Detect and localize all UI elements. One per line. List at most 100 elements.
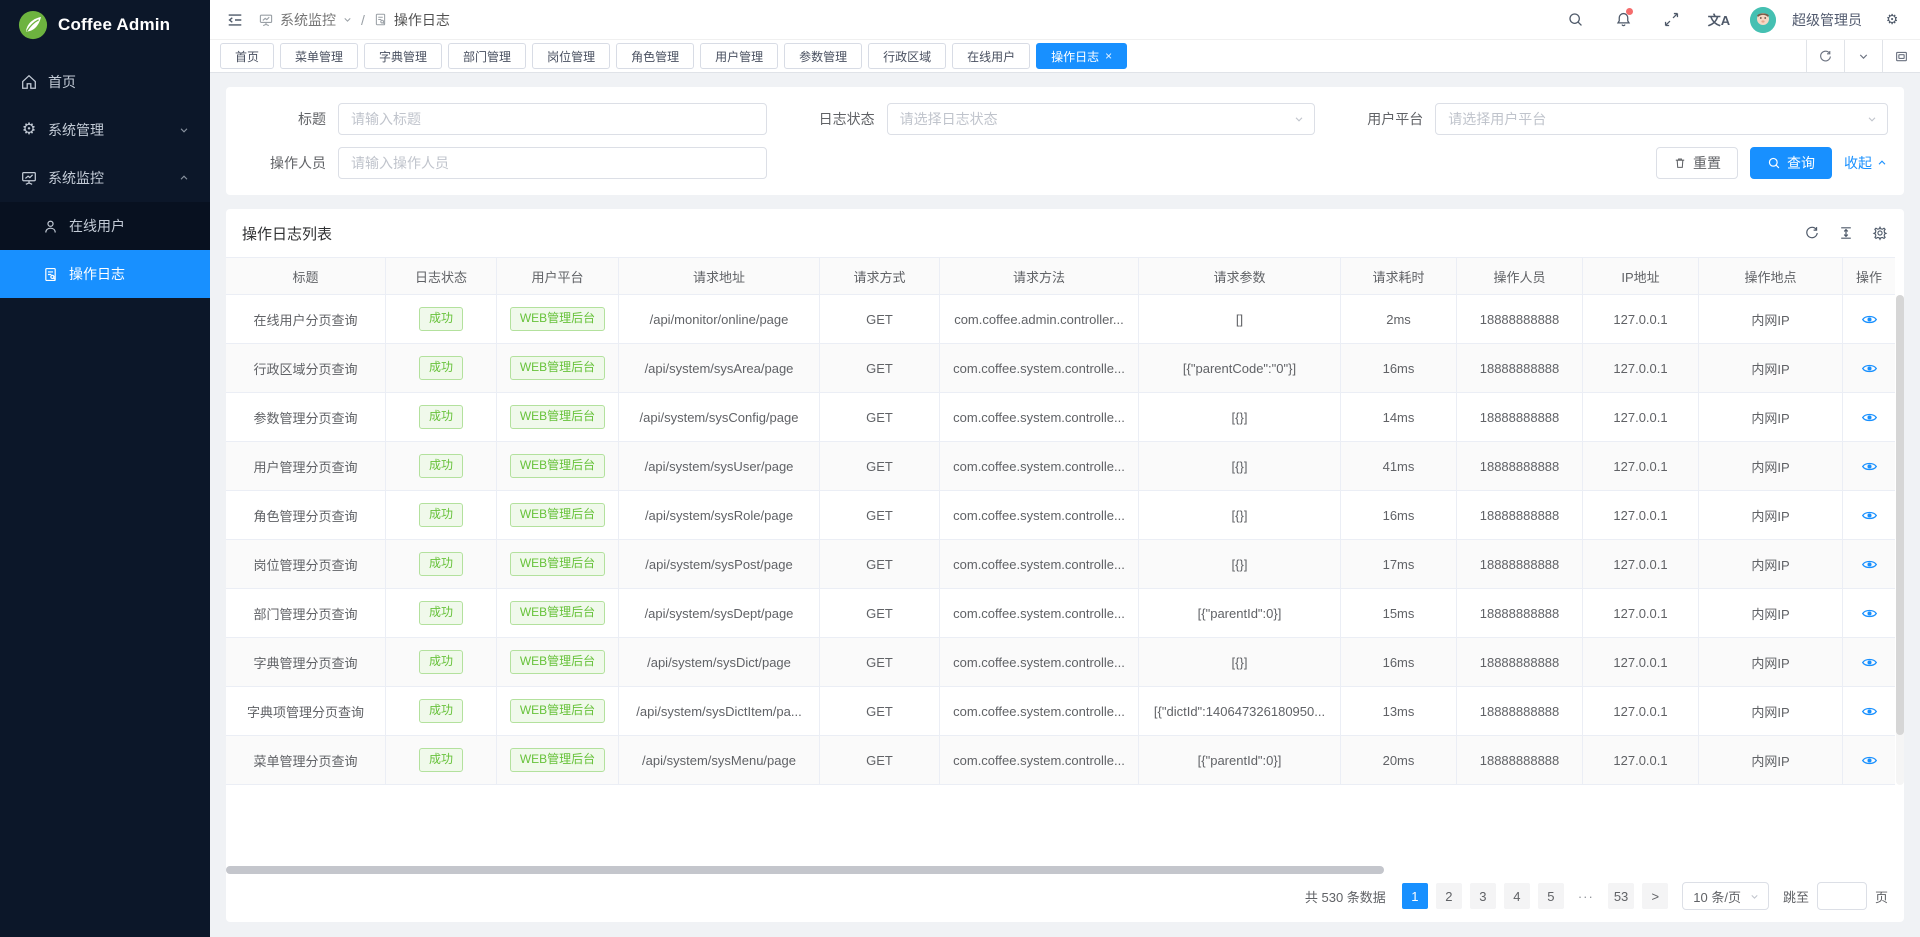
view-button[interactable] xyxy=(1843,344,1895,393)
search-button[interactable]: 查询 xyxy=(1750,147,1832,179)
tab-item[interactable]: 行政区域 xyxy=(868,43,947,69)
tab-item[interactable]: 菜单管理 xyxy=(280,43,359,69)
column-header-platform: 用户平台 xyxy=(497,257,619,295)
tab-item[interactable]: 用户管理 xyxy=(700,43,779,69)
sidebar-item-system-monitor[interactable]: 系统监控 xyxy=(0,154,210,202)
sidebar-submenu: 在线用户 操作日志 xyxy=(0,202,210,298)
page-button-5[interactable]: 5 xyxy=(1537,883,1564,909)
maximize-icon[interactable] xyxy=(1882,40,1920,72)
reset-button[interactable]: 重置 xyxy=(1656,147,1738,179)
view-button[interactable] xyxy=(1843,540,1895,589)
view-button[interactable] xyxy=(1843,736,1895,785)
bell-icon[interactable] xyxy=(1606,0,1640,40)
sidebar-item-system-management[interactable]: ⚙ 系统管理 xyxy=(0,106,210,154)
cell-operator: 18888888888 xyxy=(1457,687,1583,736)
table-card: 操作日志列表 标题 日志状态 用户平台 请求地址 请求方式请 xyxy=(226,209,1904,922)
tab-item[interactable]: 部门管理 xyxy=(448,43,527,69)
view-button[interactable] xyxy=(1843,295,1895,344)
jump-label: 跳至 xyxy=(1782,889,1809,905)
collapse-link[interactable]: 收起 xyxy=(1844,153,1888,173)
vertical-scrollbar[interactable] xyxy=(1896,295,1904,785)
page-button-1[interactable]: 1 xyxy=(1401,883,1428,909)
table-body: 在线用户分页查询 成功 WEB管理后台/api/monitor/online/pag… xyxy=(226,295,1904,785)
cell-method: GET xyxy=(820,638,940,687)
tab-item[interactable]: 字典管理 xyxy=(364,43,443,69)
refresh-icon[interactable] xyxy=(1804,225,1820,241)
view-button[interactable] xyxy=(1843,491,1895,540)
view-icon[interactable] xyxy=(1861,458,1878,475)
user-platform-select[interactable] xyxy=(1435,103,1888,135)
cell-params: [{"parentCode":"0"}] xyxy=(1139,344,1341,393)
view-button[interactable] xyxy=(1843,589,1895,638)
horizontal-scrollbar[interactable] xyxy=(226,864,1904,876)
view-icon[interactable] xyxy=(1861,605,1878,622)
tab-item[interactable]: 角色管理 xyxy=(616,43,695,69)
view-icon[interactable] xyxy=(1861,654,1878,671)
gear-icon[interactable] xyxy=(1872,225,1888,241)
view-icon[interactable] xyxy=(1861,360,1878,377)
sidebar-menu: 首页 ⚙ 系统管理 系统监控 xyxy=(0,58,210,298)
filter-label: 操作人员 xyxy=(270,155,326,171)
sidebar-item-online-users[interactable]: 在线用户 xyxy=(0,202,210,250)
cell-method: GET xyxy=(820,491,940,540)
view-icon[interactable] xyxy=(1861,752,1878,769)
page-button-4[interactable]: 4 xyxy=(1503,883,1530,909)
data-table: 标题 日志状态 用户平台 请求地址 请求方式 请求方法 请求参数 请求耗时 操作人员 IP地址 操作… xyxy=(226,257,1904,785)
tab-close-icon[interactable]: × xyxy=(1105,49,1113,63)
cell-status: 成功 xyxy=(386,393,497,442)
chevron-down-icon[interactable] xyxy=(1844,40,1882,72)
table-header-row: 标题 日志状态 用户平台 请求地址 请求方式 请求方法 请求参数 请求耗时 操作人员 IP地址 操作… xyxy=(226,257,1895,295)
tab-item[interactable]: 在线用户 xyxy=(952,43,1031,69)
view-icon[interactable] xyxy=(1861,703,1878,720)
view-icon[interactable] xyxy=(1861,556,1878,573)
tab-item[interactable]: 岗位管理 xyxy=(532,43,611,69)
breadcrumb-parent[interactable]: 系统监控 xyxy=(280,11,336,28)
platform-tag: WEB管理后台 xyxy=(509,748,606,772)
view-button[interactable] xyxy=(1843,638,1895,687)
next-page-button[interactable]: > xyxy=(1642,883,1669,909)
fullscreen-icon[interactable] xyxy=(1654,0,1688,40)
gear-icon[interactable]: ⚙ xyxy=(1885,11,1899,27)
view-button[interactable] xyxy=(1843,687,1895,736)
cell-platform: WEB管理后台 xyxy=(497,687,619,736)
sidebar-item-home[interactable]: 首页 xyxy=(0,58,210,106)
cell-platform: WEB管理后台 xyxy=(497,491,619,540)
table-title: 操作日志列表 xyxy=(242,225,333,243)
log-icon xyxy=(42,266,59,283)
view-button[interactable] xyxy=(1843,393,1895,442)
sidebar-item-label: 首页 xyxy=(48,74,76,90)
tab-label: 首页 xyxy=(235,49,260,64)
tab-active[interactable]: 操作日志 × xyxy=(1036,43,1128,69)
page-button-2[interactable]: 2 xyxy=(1435,883,1462,909)
page-button-53[interactable]: 53 xyxy=(1607,883,1635,909)
tab-item[interactable]: 首页 xyxy=(220,43,275,69)
translate-icon[interactable]: 文A xyxy=(1707,13,1731,28)
status-tag: 成功 xyxy=(418,552,463,576)
avatar[interactable] xyxy=(1750,6,1776,33)
cell-time: 2ms xyxy=(1341,295,1457,344)
cell-platform: WEB管理后台 xyxy=(497,540,619,589)
cell-handler: com.coffee.system.controlle... xyxy=(940,540,1139,589)
title-input[interactable] xyxy=(338,103,767,135)
table-row: 部门管理分页查询 成功 WEB管理后台/api/system/sysDept/pag… xyxy=(226,589,1895,638)
view-icon[interactable] xyxy=(1861,311,1878,328)
jump-page-input[interactable] xyxy=(1816,882,1867,910)
view-icon[interactable] xyxy=(1861,507,1878,524)
menu-fold-icon[interactable] xyxy=(226,0,244,40)
log-status-select[interactable] xyxy=(886,103,1316,135)
operator-input[interactable] xyxy=(338,147,767,179)
filter-label: 日志状态 xyxy=(818,111,875,127)
cell-title: 岗位管理分页查询 xyxy=(226,540,386,589)
row-density-icon[interactable] xyxy=(1838,225,1854,241)
page-button-3[interactable]: 3 xyxy=(1469,883,1496,909)
tab-item[interactable]: 参数管理 xyxy=(784,43,863,69)
username[interactable]: 超级管理员 xyxy=(1792,11,1862,28)
cell-title: 在线用户分页查询 xyxy=(226,295,386,344)
search-icon[interactable] xyxy=(1558,0,1592,40)
table-filler xyxy=(226,785,1904,864)
page-size-select[interactable]: 10 条/页 xyxy=(1682,882,1769,910)
view-icon[interactable] xyxy=(1861,409,1878,426)
view-button[interactable] xyxy=(1843,442,1895,491)
sidebar-item-operation-log[interactable]: 操作日志 xyxy=(0,250,210,298)
refresh-icon[interactable] xyxy=(1806,40,1844,72)
